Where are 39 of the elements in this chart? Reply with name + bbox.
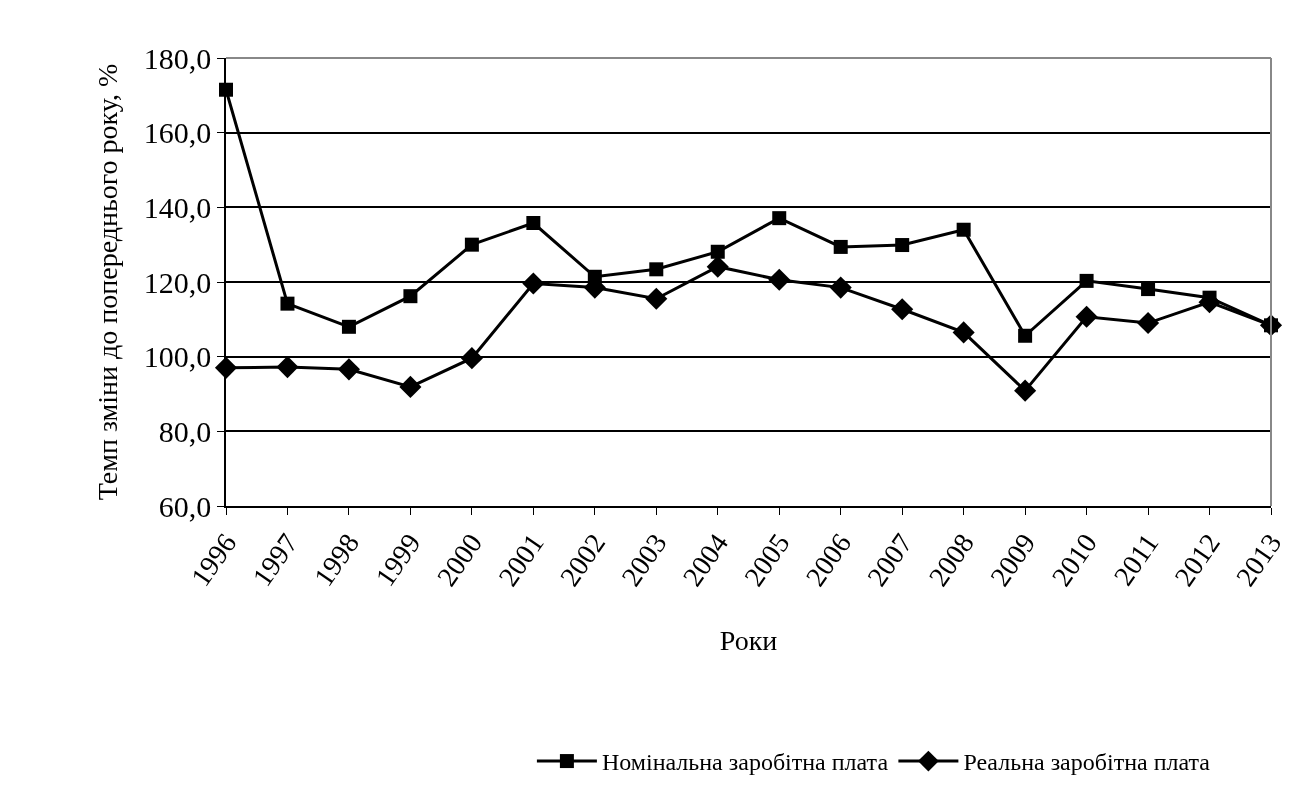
point [399,375,422,398]
point [772,211,787,226]
y-tick-label: 100,0 [143,340,212,374]
point [1075,305,1098,328]
y-tick-label: 140,0 [143,190,212,224]
point [403,289,418,304]
point [649,262,664,277]
point [768,268,791,291]
legend-label: Реальна заробітна плата [963,749,1211,776]
point [341,319,356,334]
point [522,272,545,295]
x-axis-title: Роки [719,625,778,657]
point [1137,312,1160,335]
y-tick-label: 180,0 [143,41,212,75]
y-tick-label: 120,0 [143,265,212,299]
point [280,296,295,311]
point [829,276,852,299]
point [952,321,975,344]
point [895,238,910,253]
point [645,287,668,310]
point [1014,379,1037,402]
point [710,244,725,259]
point [891,298,914,321]
legend-label: Номінальна заробітна плата [601,749,889,776]
y-tick-label: 80,0 [158,414,212,448]
point [464,237,479,252]
point [833,239,848,254]
point [956,222,971,237]
point [337,358,360,381]
point [276,356,299,379]
point [526,216,541,231]
point [1079,273,1094,288]
point [1018,328,1033,343]
point [460,347,483,370]
point [1141,282,1156,297]
y-axis-title: Темп зміни до попереднього року, % [91,63,123,501]
y-tick-label: 160,0 [143,116,212,150]
point [706,255,729,278]
y-tick-label: 60,0 [158,489,212,523]
